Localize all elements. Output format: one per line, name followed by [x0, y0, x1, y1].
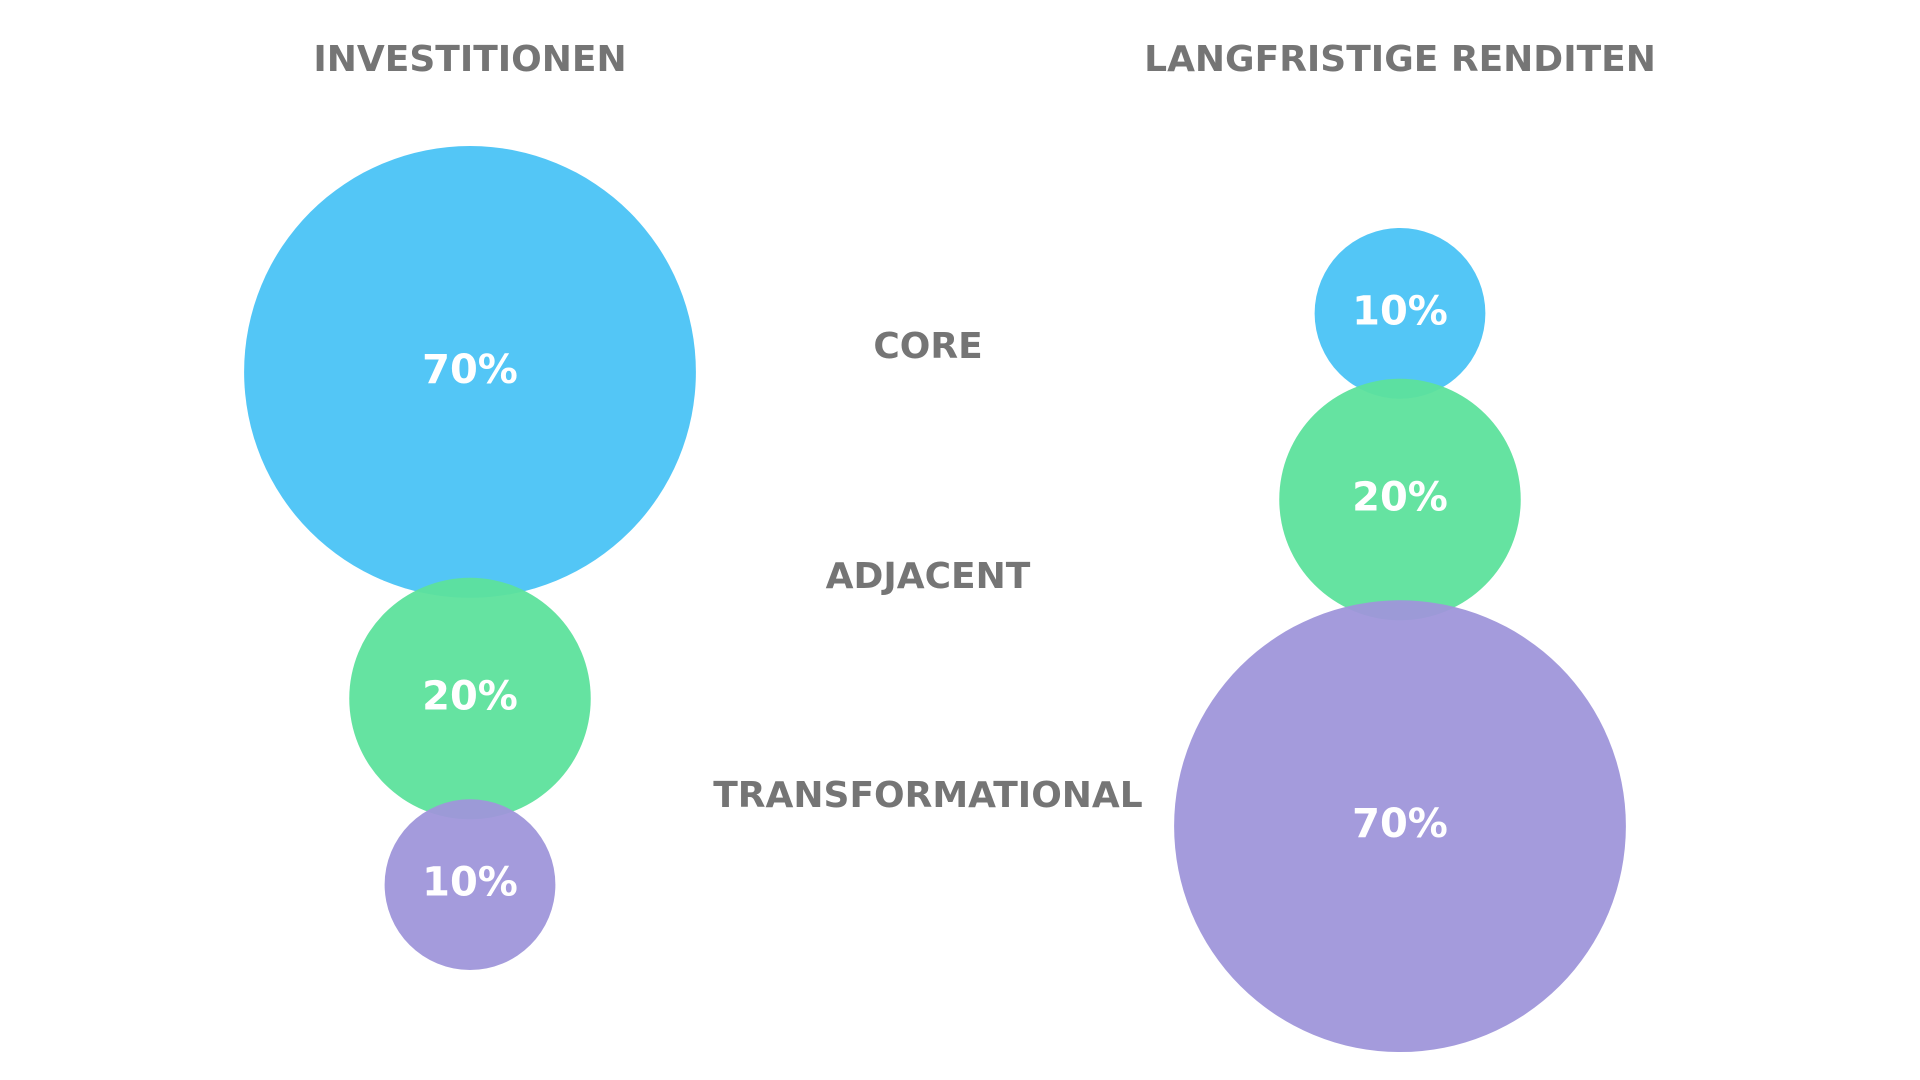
bubble	[244, 145, 696, 598]
category-label: CORE	[873, 326, 982, 367]
category-label: ADJACENT	[826, 556, 1031, 597]
bubble	[1314, 228, 1486, 399]
bubble	[1174, 600, 1626, 1053]
value-label: 70%	[1352, 801, 1448, 847]
value-label: 10%	[1352, 288, 1448, 334]
bubble	[384, 799, 556, 971]
value-label: 20%	[422, 674, 518, 720]
bubble	[349, 577, 591, 820]
bubble	[1279, 378, 1521, 621]
value-label: 70%	[422, 347, 518, 393]
column-title: LANGFRISTIGE RENDITEN	[1144, 39, 1656, 80]
value-label: 10%	[422, 860, 518, 906]
category-label: TRANSFORMATIONAL	[713, 775, 1143, 816]
column-title: INVESTITIONEN	[313, 39, 626, 80]
value-label: 20%	[1352, 475, 1448, 521]
